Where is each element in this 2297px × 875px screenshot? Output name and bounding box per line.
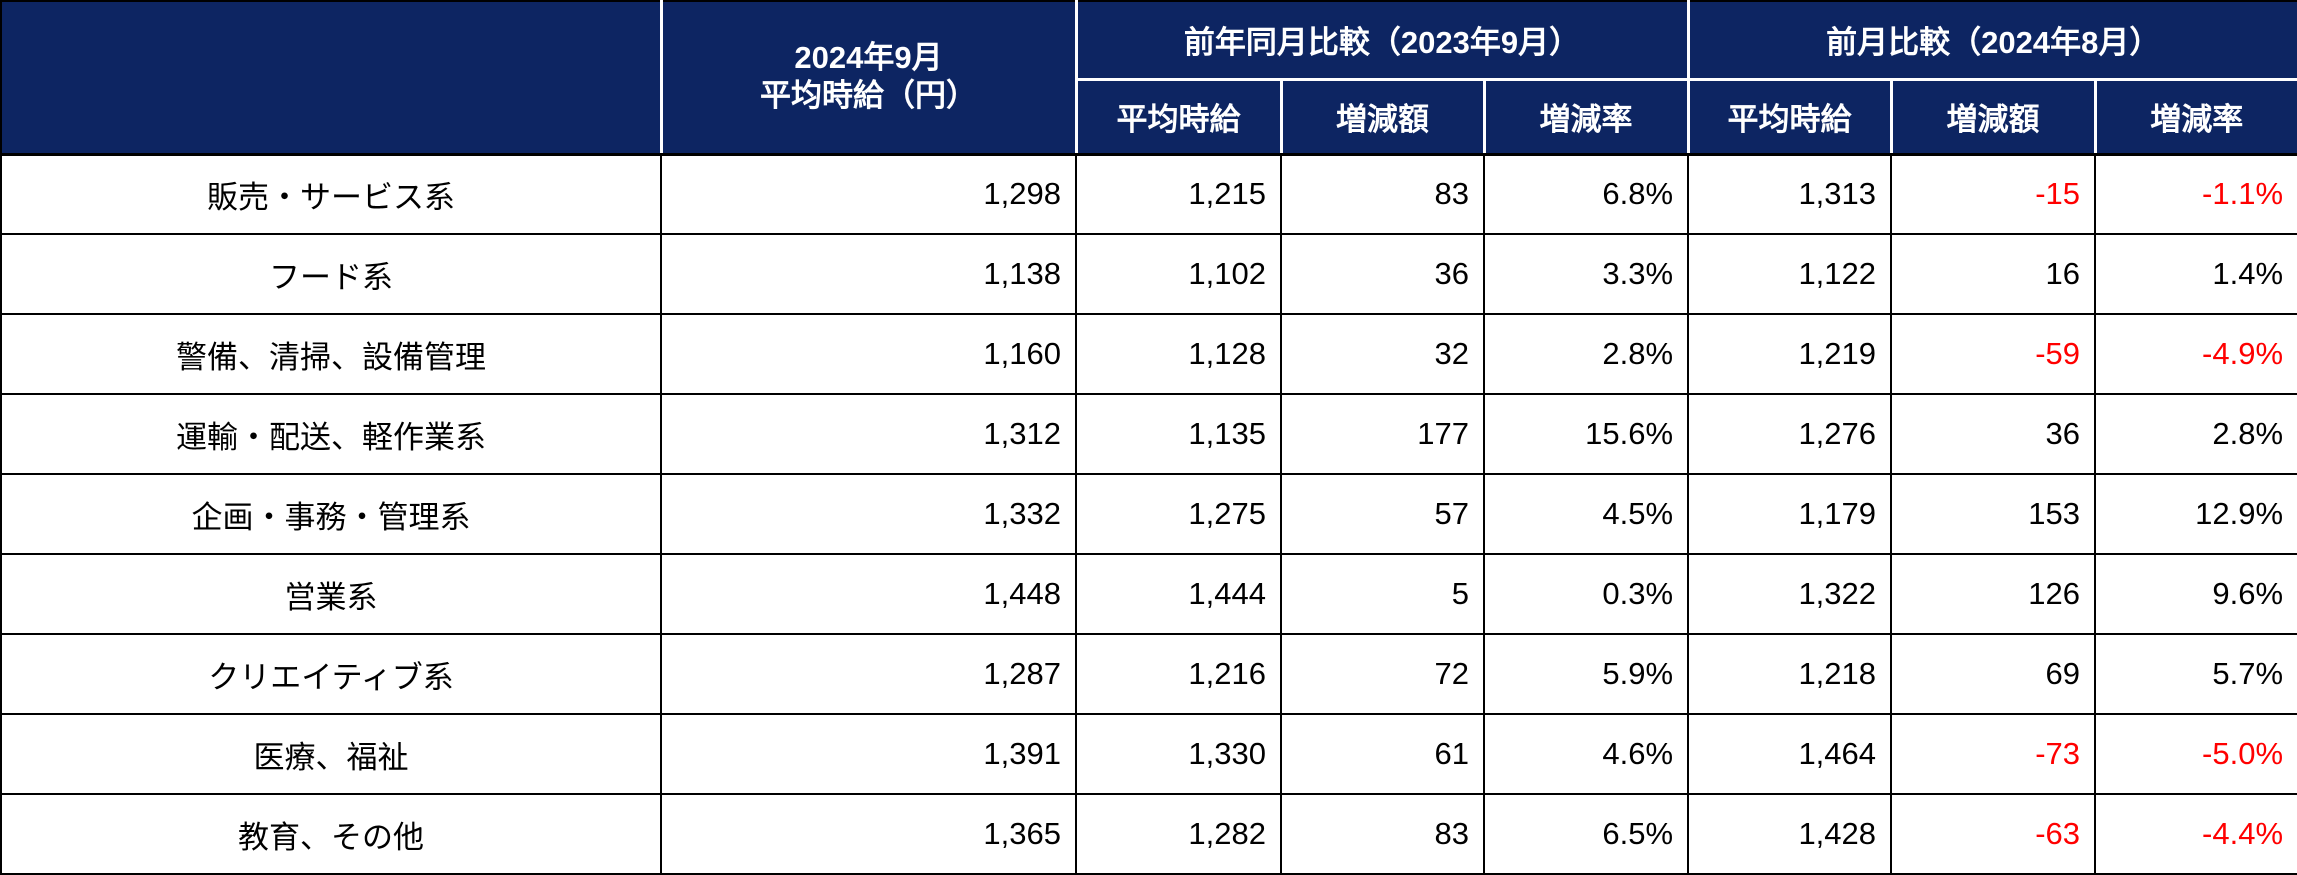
yoy-rate-cell: 4.6%	[1482, 713, 1690, 795]
category-cell: クリエイティブ系	[0, 633, 662, 715]
yoy-rate-cell: 4.5%	[1482, 473, 1690, 555]
subheader-mom-avg-wage: 平均時給	[1686, 77, 1893, 156]
current-month-line1: 2024年9月	[794, 39, 943, 75]
yoy-diff-cell: 177	[1280, 393, 1485, 475]
mom-diff-cell: -59	[1890, 313, 2097, 395]
mom-diff-cell: -73	[1890, 713, 2097, 795]
yoy-avg-wage-cell: 1,135	[1075, 393, 1282, 475]
mom-avg-wage-cell: 1,219	[1687, 313, 1893, 395]
yoy-avg-wage-cell: 1,102	[1075, 233, 1282, 315]
mom-diff-cell: 126	[1890, 553, 2097, 635]
yoy-avg-wage-cell: 1,215	[1075, 153, 1282, 235]
yoy-diff-cell: 32	[1280, 313, 1485, 395]
table-row: 運輸・配送、軽作業系 1,312 1,135 177 15.6% 1,276 3…	[0, 393, 2297, 475]
column-group-mom: 前月比較（2024年8月）	[1686, 0, 2297, 81]
category-cell: 企画・事務・管理系	[0, 473, 662, 555]
yoy-diff-cell: 83	[1280, 153, 1485, 235]
table-row: 医療、福祉 1,391 1,330 61 4.6% 1,464 -73 -5.0…	[0, 713, 2297, 795]
category-cell: フード系	[0, 233, 662, 315]
mom-diff-cell: 36	[1890, 393, 2097, 475]
yoy-diff-cell: 57	[1280, 473, 1485, 555]
mom-avg-wage-cell: 1,313	[1687, 153, 1893, 235]
mom-avg-wage-cell: 1,428	[1687, 793, 1893, 875]
yoy-diff-cell: 36	[1280, 233, 1485, 315]
current-wage-cell: 1,365	[660, 793, 1077, 875]
current-wage-cell: 1,448	[660, 553, 1077, 635]
yoy-avg-wage-cell: 1,444	[1075, 553, 1282, 635]
table-row: 企画・事務・管理系 1,332 1,275 57 4.5% 1,179 153 …	[0, 473, 2297, 555]
yoy-avg-wage-cell: 1,275	[1075, 473, 1282, 555]
yoy-rate-cell: 0.3%	[1482, 553, 1690, 635]
category-cell: 販売・サービス系	[0, 153, 662, 235]
yoy-avg-wage-cell: 1,216	[1075, 633, 1282, 715]
subheader-mom-diff-rate: 増減率	[2093, 77, 2297, 156]
subheader-yoy-avg-wage: 平均時給	[1075, 77, 1283, 156]
mom-rate-cell: 2.8%	[2094, 393, 2297, 475]
yoy-rate-cell: 6.8%	[1482, 153, 1690, 235]
column-group-yoy: 前年同月比較（2023年9月）	[1074, 0, 1690, 81]
mom-avg-wage-cell: 1,122	[1687, 233, 1893, 315]
mom-diff-cell: -63	[1890, 793, 2097, 875]
mom-diff-cell: 69	[1890, 633, 2097, 715]
current-wage-cell: 1,298	[660, 153, 1077, 235]
subheader-yoy-diff-amount: 増減額	[1279, 77, 1486, 156]
category-cell: 教育、その他	[0, 793, 662, 875]
mom-diff-cell: 16	[1890, 233, 2097, 315]
table-row: 教育、その他 1,365 1,282 83 6.5% 1,428 -63 -4.…	[0, 793, 2297, 875]
category-cell: 警備、清掃、設備管理	[0, 313, 662, 395]
yoy-rate-cell: 6.5%	[1482, 793, 1690, 875]
mom-avg-wage-cell: 1,276	[1687, 393, 1893, 475]
mom-rate-cell: 9.6%	[2094, 553, 2297, 635]
table-row: フード系 1,138 1,102 36 3.3% 1,122 16 1.4%	[0, 233, 2297, 315]
current-wage-cell: 1,160	[660, 313, 1077, 395]
mom-rate-cell: 1.4%	[2094, 233, 2297, 315]
header-group-row: 2024年9月 平均時給（円） 前年同月比較（2023年9月） 前月比較（202…	[0, 0, 2297, 156]
mom-rate-cell: 12.9%	[2094, 473, 2297, 555]
current-wage-cell: 1,391	[660, 713, 1077, 795]
mom-diff-cell: 153	[1890, 473, 2097, 555]
yoy-diff-cell: 5	[1280, 553, 1485, 635]
table-body: 販売・サービス系 1,298 1,215 83 6.8% 1,313 -15 -…	[0, 153, 2297, 875]
current-wage-cell: 1,287	[660, 633, 1077, 715]
table-row: 営業系 1,448 1,444 5 0.3% 1,322 126 9.6%	[0, 553, 2297, 635]
current-wage-cell: 1,332	[660, 473, 1077, 555]
yoy-rate-cell: 3.3%	[1482, 233, 1690, 315]
category-cell: 医療、福祉	[0, 713, 662, 795]
mom-avg-wage-cell: 1,464	[1687, 713, 1893, 795]
yoy-avg-wage-cell: 1,330	[1075, 713, 1282, 795]
current-wage-cell: 1,312	[660, 393, 1077, 475]
current-wage-cell: 1,138	[660, 233, 1077, 315]
table-row: 販売・サービス系 1,298 1,215 83 6.8% 1,313 -15 -…	[0, 153, 2297, 235]
yoy-avg-wage-cell: 1,128	[1075, 313, 1282, 395]
yoy-rate-cell: 5.9%	[1482, 633, 1690, 715]
table-row: 警備、清掃、設備管理 1,160 1,128 32 2.8% 1,219 -59…	[0, 313, 2297, 395]
table-row: クリエイティブ系 1,287 1,216 72 5.9% 1,218 69 5.…	[0, 633, 2297, 715]
mom-avg-wage-cell: 1,322	[1687, 553, 1893, 635]
mom-diff-cell: -15	[1890, 153, 2097, 235]
category-cell: 営業系	[0, 553, 662, 635]
yoy-diff-cell: 83	[1280, 793, 1485, 875]
header-sub-row: 平均時給 増減額 増減率 平均時給 増減額 増減率	[1, 77, 2297, 156]
category-cell: 運輸・配送、軽作業系	[0, 393, 662, 475]
corner-cell	[0, 0, 663, 156]
column-header-current-month: 2024年9月 平均時給（円）	[659, 0, 1078, 156]
table-header: 2024年9月 平均時給（円） 前年同月比較（2023年9月） 前月比較（202…	[0, 0, 2297, 156]
mom-rate-cell: -1.1%	[2094, 153, 2297, 235]
mom-rate-cell: -4.9%	[2094, 313, 2297, 395]
mom-avg-wage-cell: 1,218	[1687, 633, 1893, 715]
mom-rate-cell: 5.7%	[2094, 633, 2297, 715]
mom-rate-cell: -4.4%	[2094, 793, 2297, 875]
subheader-mom-diff-amount: 増減額	[1889, 77, 2097, 156]
yoy-avg-wage-cell: 1,282	[1075, 793, 1282, 875]
mom-rate-cell: -5.0%	[2094, 713, 2297, 795]
yoy-diff-cell: 61	[1280, 713, 1485, 795]
yoy-rate-cell: 2.8%	[1482, 313, 1690, 395]
mom-avg-wage-cell: 1,179	[1687, 473, 1893, 555]
yoy-rate-cell: 15.6%	[1482, 393, 1690, 475]
yoy-diff-cell: 72	[1280, 633, 1485, 715]
current-month-line2: 平均時給（円）	[760, 78, 977, 114]
subheader-yoy-diff-rate: 増減率	[1482, 77, 1690, 156]
